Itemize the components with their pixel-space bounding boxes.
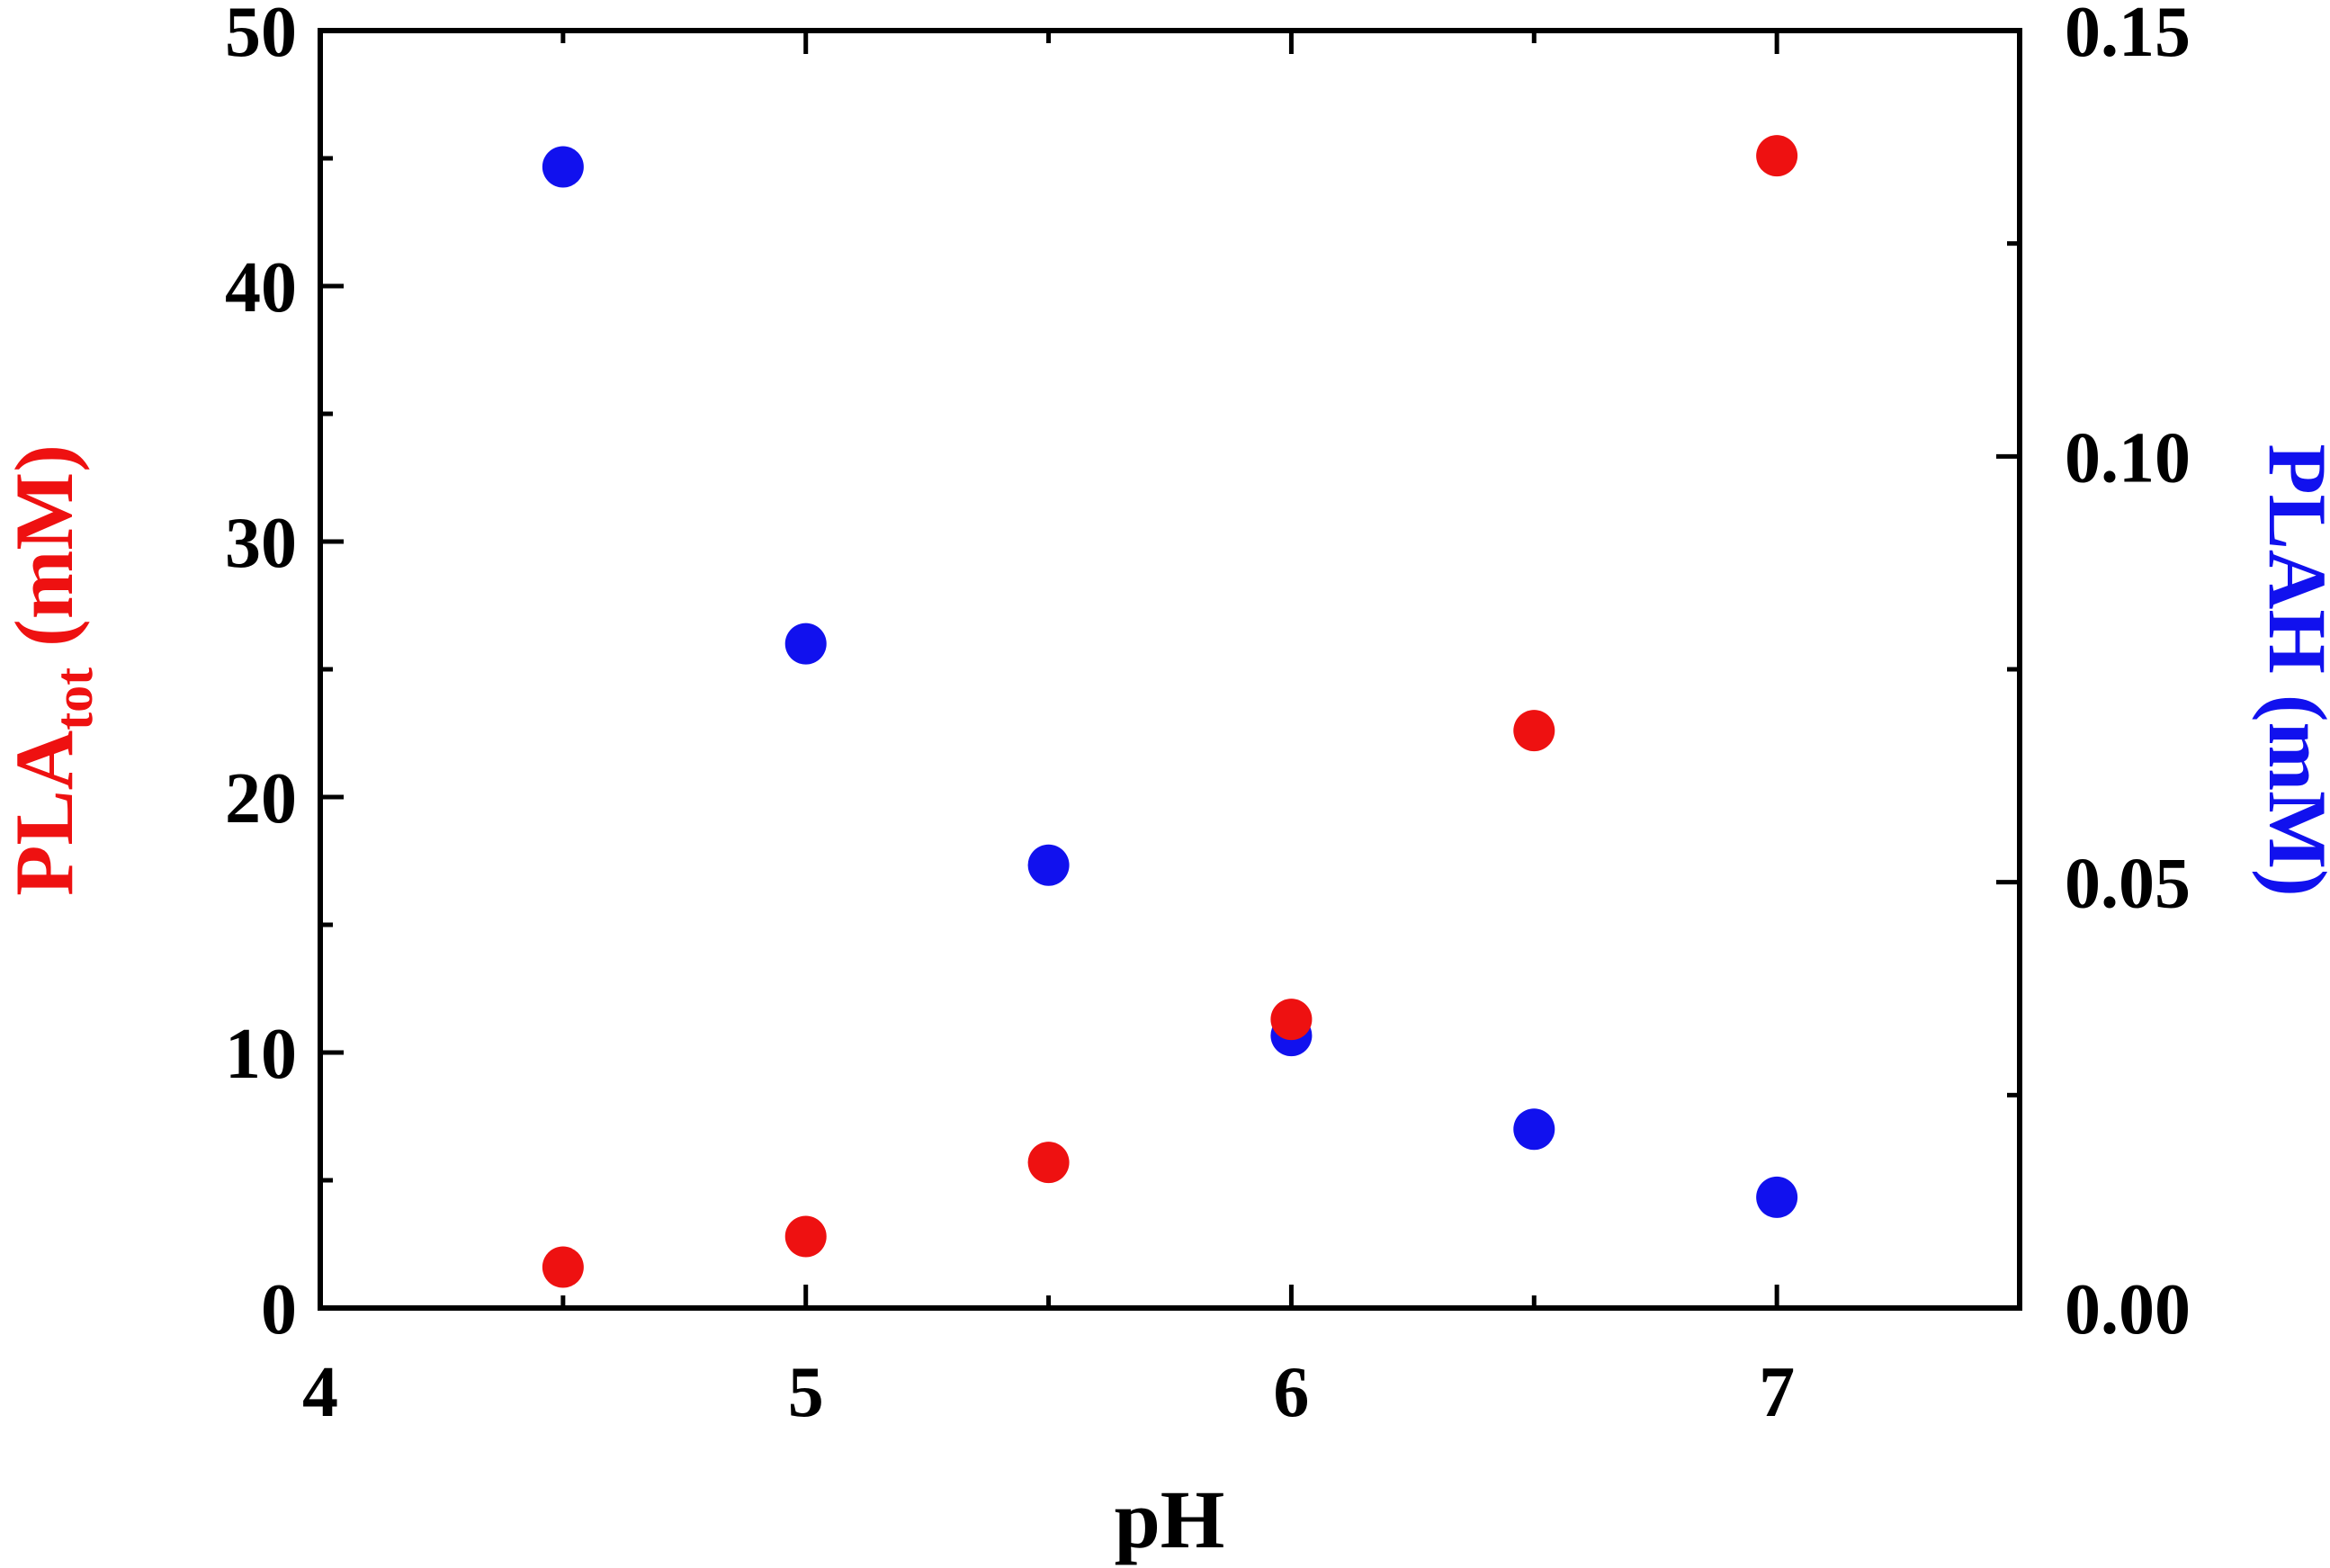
y2-tick-label: 0.00 <box>2065 1270 2191 1349</box>
plah-data-point <box>1027 844 1070 886</box>
y-tick-label: 0 <box>261 1270 297 1349</box>
y2-tick-label: 0.05 <box>2065 845 2191 924</box>
axis-ticks <box>318 28 2020 1311</box>
left-y-axis-title-subscript: tot <box>44 668 103 730</box>
left-y-axis-title: PLAtot (mM) <box>0 444 103 896</box>
x-tick-label: 7 <box>1759 1353 1795 1432</box>
y-tick-label: 50 <box>225 0 297 72</box>
pla-tot-data-point <box>1270 999 1313 1041</box>
x-tick-label: 5 <box>788 1353 824 1432</box>
pla-tot-data-point <box>784 1215 827 1258</box>
x-axis-title: pH <box>1115 1474 1225 1565</box>
axis-tick-labels: 4 5 6 7 0 10 20 30 40 50 0.00 0.05 0.10 0.15 <box>225 0 2191 1432</box>
y2-tick-label: 0.15 <box>2065 0 2191 72</box>
y2-tick-label: 0.10 <box>2065 418 2191 497</box>
pla-tot-data-point <box>542 1246 584 1288</box>
left-y-axis-title-main: PLA <box>0 730 90 896</box>
y-tick-label: 20 <box>225 759 297 838</box>
plah-data-point <box>1513 1108 1555 1151</box>
y-tick-label: 30 <box>225 504 297 583</box>
pla-tot-data-point <box>1027 1142 1070 1184</box>
pla-tot-data-point <box>1513 710 1555 752</box>
plah-data-point <box>1756 1176 1798 1218</box>
plah-data-point <box>542 146 584 188</box>
y-tick-label: 40 <box>225 248 297 327</box>
x-tick-label: 4 <box>302 1353 338 1432</box>
pla-tot-data-point <box>1756 135 1798 177</box>
plot-frame <box>318 28 2022 1311</box>
plah-data-point <box>784 623 827 665</box>
right-y-axis-title: PLAH (mM) <box>2252 444 2330 896</box>
y-tick-label: 10 <box>225 1015 297 1094</box>
data-points <box>542 135 1798 1288</box>
left-y-axis-title-unit: (mM) <box>0 444 90 668</box>
x-tick-label: 6 <box>1273 1353 1309 1432</box>
